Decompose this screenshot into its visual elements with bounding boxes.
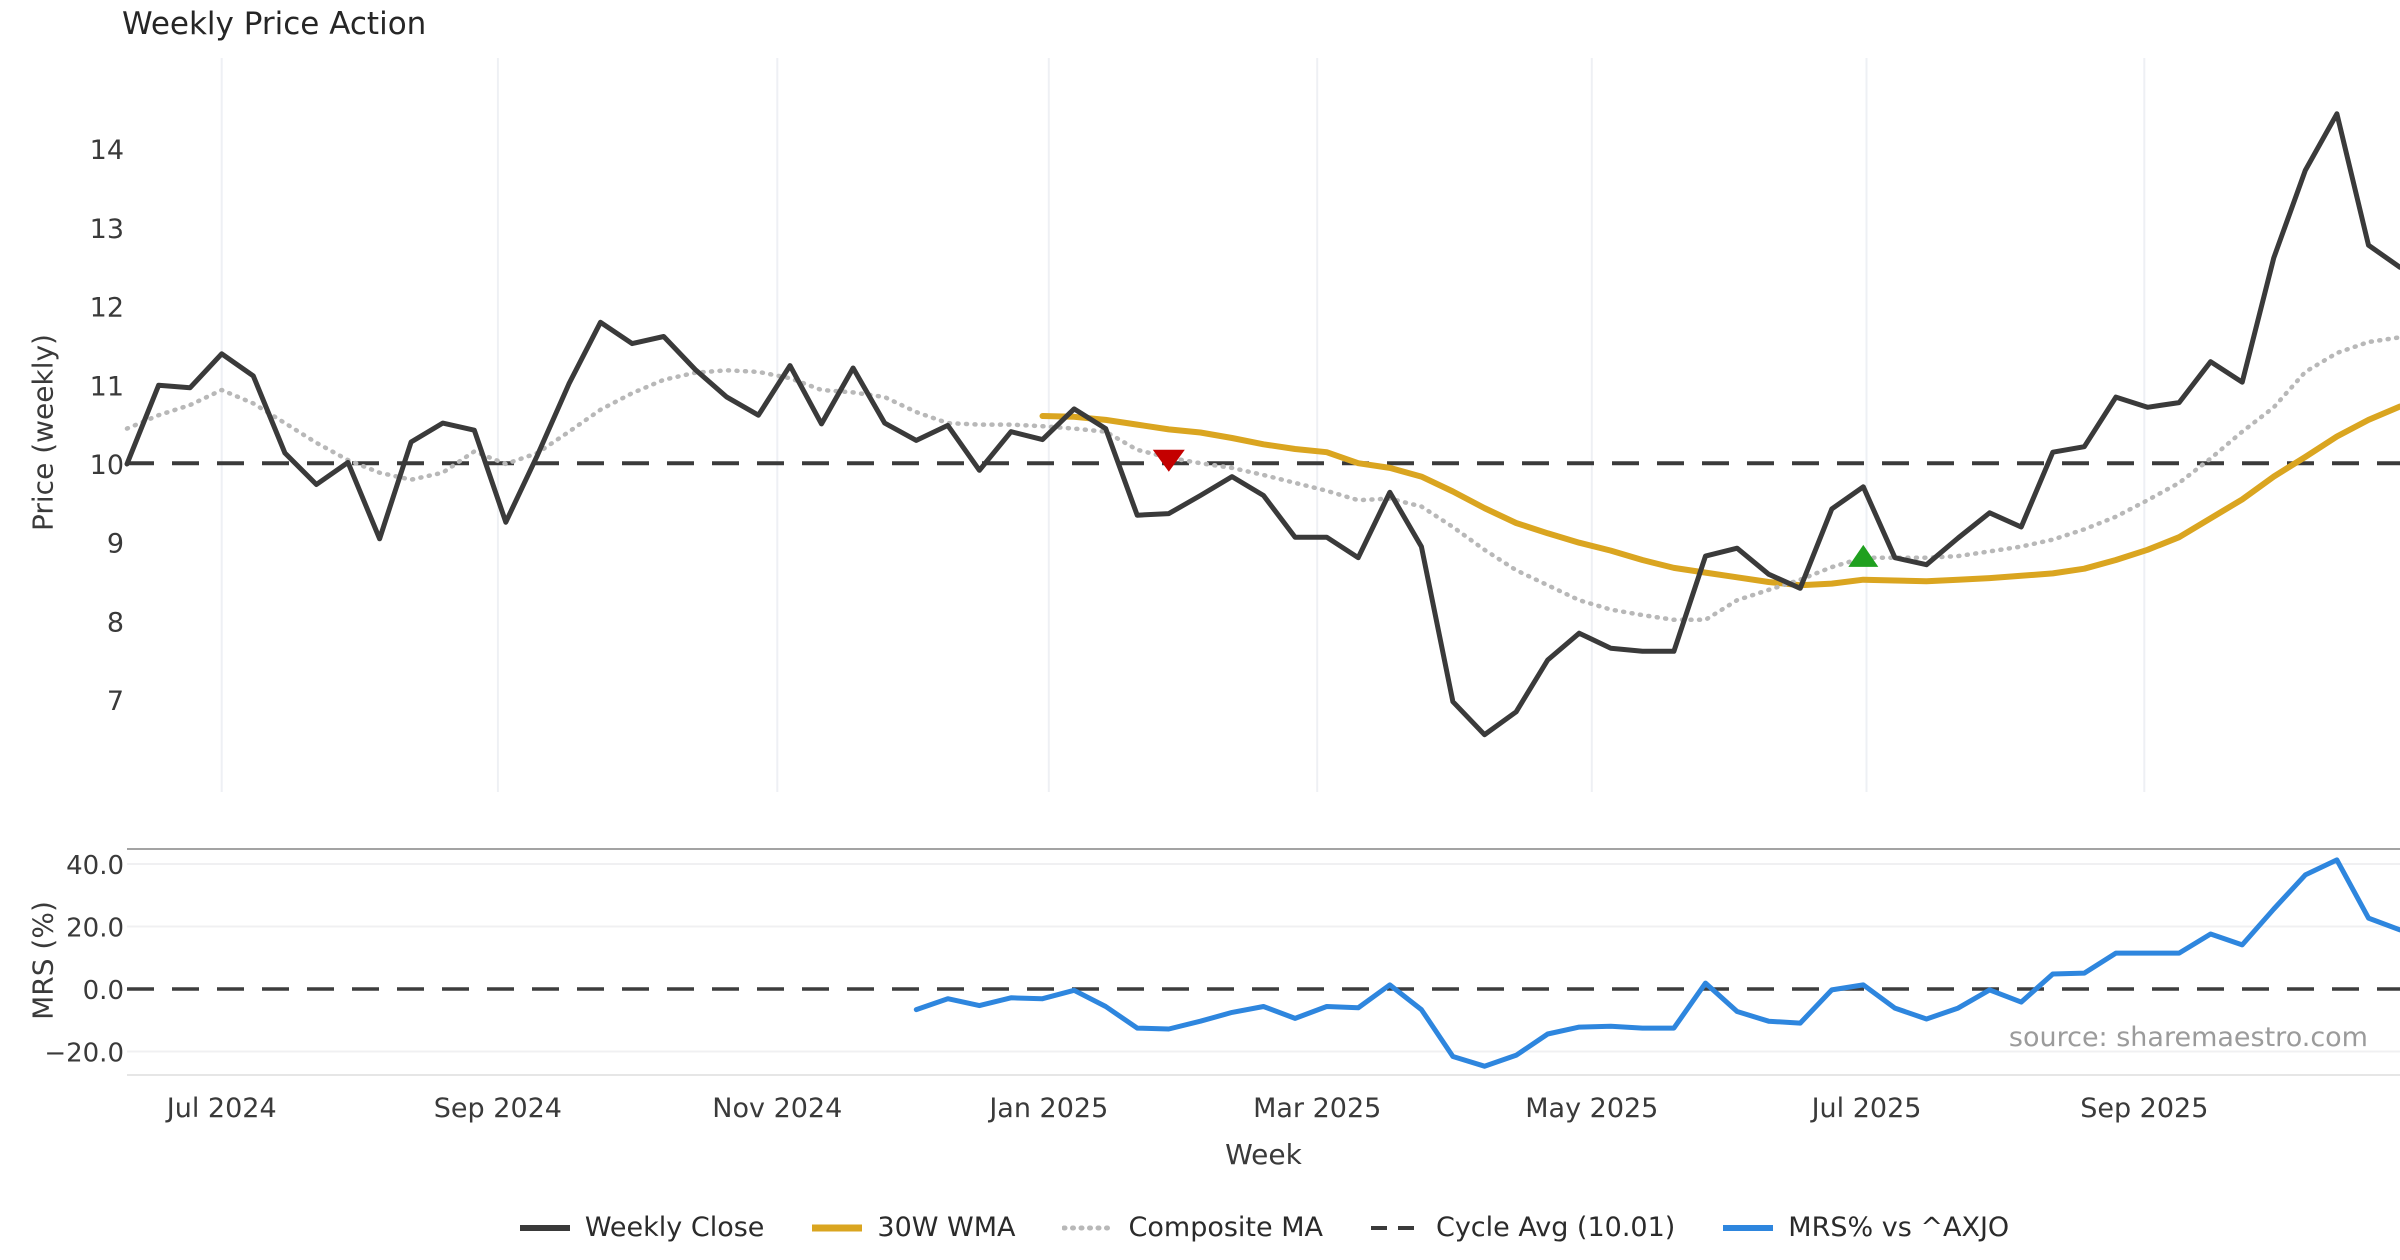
legend-swatch-dashed xyxy=(1370,1225,1421,1230)
source-note: source: sharemaestro.com xyxy=(2008,1022,2368,1053)
month-tick-label: May 2025 xyxy=(1525,1093,1658,1124)
price-tick-label: 14 xyxy=(90,135,124,166)
price-tick-label: 13 xyxy=(90,214,124,245)
legend-item-composite-ma: Composite MA xyxy=(1061,1212,1323,1243)
series-composite-ma xyxy=(124,335,2400,623)
mrs-tick-label: 40.0 xyxy=(66,851,124,881)
month-tick-label: Mar 2025 xyxy=(1253,1093,1381,1124)
price-tick-label: 7 xyxy=(107,686,124,717)
legend-label: Composite MA xyxy=(1128,1212,1323,1243)
series-30w-wma xyxy=(1039,403,2400,589)
legend-label: 30W WMA xyxy=(877,1212,1016,1243)
legend: Weekly Close 30W WMA Composite MA Cycle Avg… xyxy=(127,1212,2400,1243)
price-tick-label: 9 xyxy=(107,529,124,560)
series-weekly-close xyxy=(124,111,2400,738)
mrs-tick-label: −20.0 xyxy=(44,1039,124,1069)
legend-swatch-solid xyxy=(519,1224,570,1231)
price-tick-label: 8 xyxy=(107,607,124,638)
buy-signal-marker xyxy=(1848,544,1879,567)
legend-label: MRS% vs ^AXJO xyxy=(1788,1212,2010,1243)
month-tick-label: Sep 2024 xyxy=(434,1093,562,1124)
price-tick-label: 11 xyxy=(90,371,124,402)
series-mrs-vs-axjo xyxy=(913,857,2400,1069)
legend-label: Cycle Avg (10.01) xyxy=(1435,1212,1676,1243)
legend-item-weekly-close: Weekly Close xyxy=(518,1212,765,1243)
month-tick-label: Jan 2025 xyxy=(987,1093,1108,1124)
price-tick-label: 12 xyxy=(90,293,124,324)
legend-swatch-solid xyxy=(1723,1224,1774,1231)
legend-swatch-solid xyxy=(812,1224,863,1231)
legend-item-30w-wma: 30W WMA xyxy=(810,1212,1016,1243)
legend-label: Weekly Close xyxy=(584,1212,765,1243)
sell-signal-marker xyxy=(1152,449,1185,472)
legend-item-mrs-vs-axjo: MRS% vs ^AXJO xyxy=(1721,1212,2009,1243)
week-axis-label: Week xyxy=(1225,1138,1302,1171)
legend-item-cycle-avg-10-01: Cycle Avg (10.01) xyxy=(1369,1212,1675,1243)
price-tick-label: 10 xyxy=(90,450,124,481)
mrs-tick-label: 0.0 xyxy=(83,976,124,1006)
mrs-tick-label: 20.0 xyxy=(66,914,124,944)
month-tick-label: Jul 2025 xyxy=(1810,1093,1922,1124)
month-tick-label: Nov 2024 xyxy=(712,1093,842,1124)
month-tick-label: Jul 2024 xyxy=(165,1093,277,1124)
month-tick-label: Sep 2025 xyxy=(2080,1093,2208,1124)
legend-swatch-dotted xyxy=(1061,1225,1116,1230)
chart-title: Weekly Price Action xyxy=(122,6,427,42)
